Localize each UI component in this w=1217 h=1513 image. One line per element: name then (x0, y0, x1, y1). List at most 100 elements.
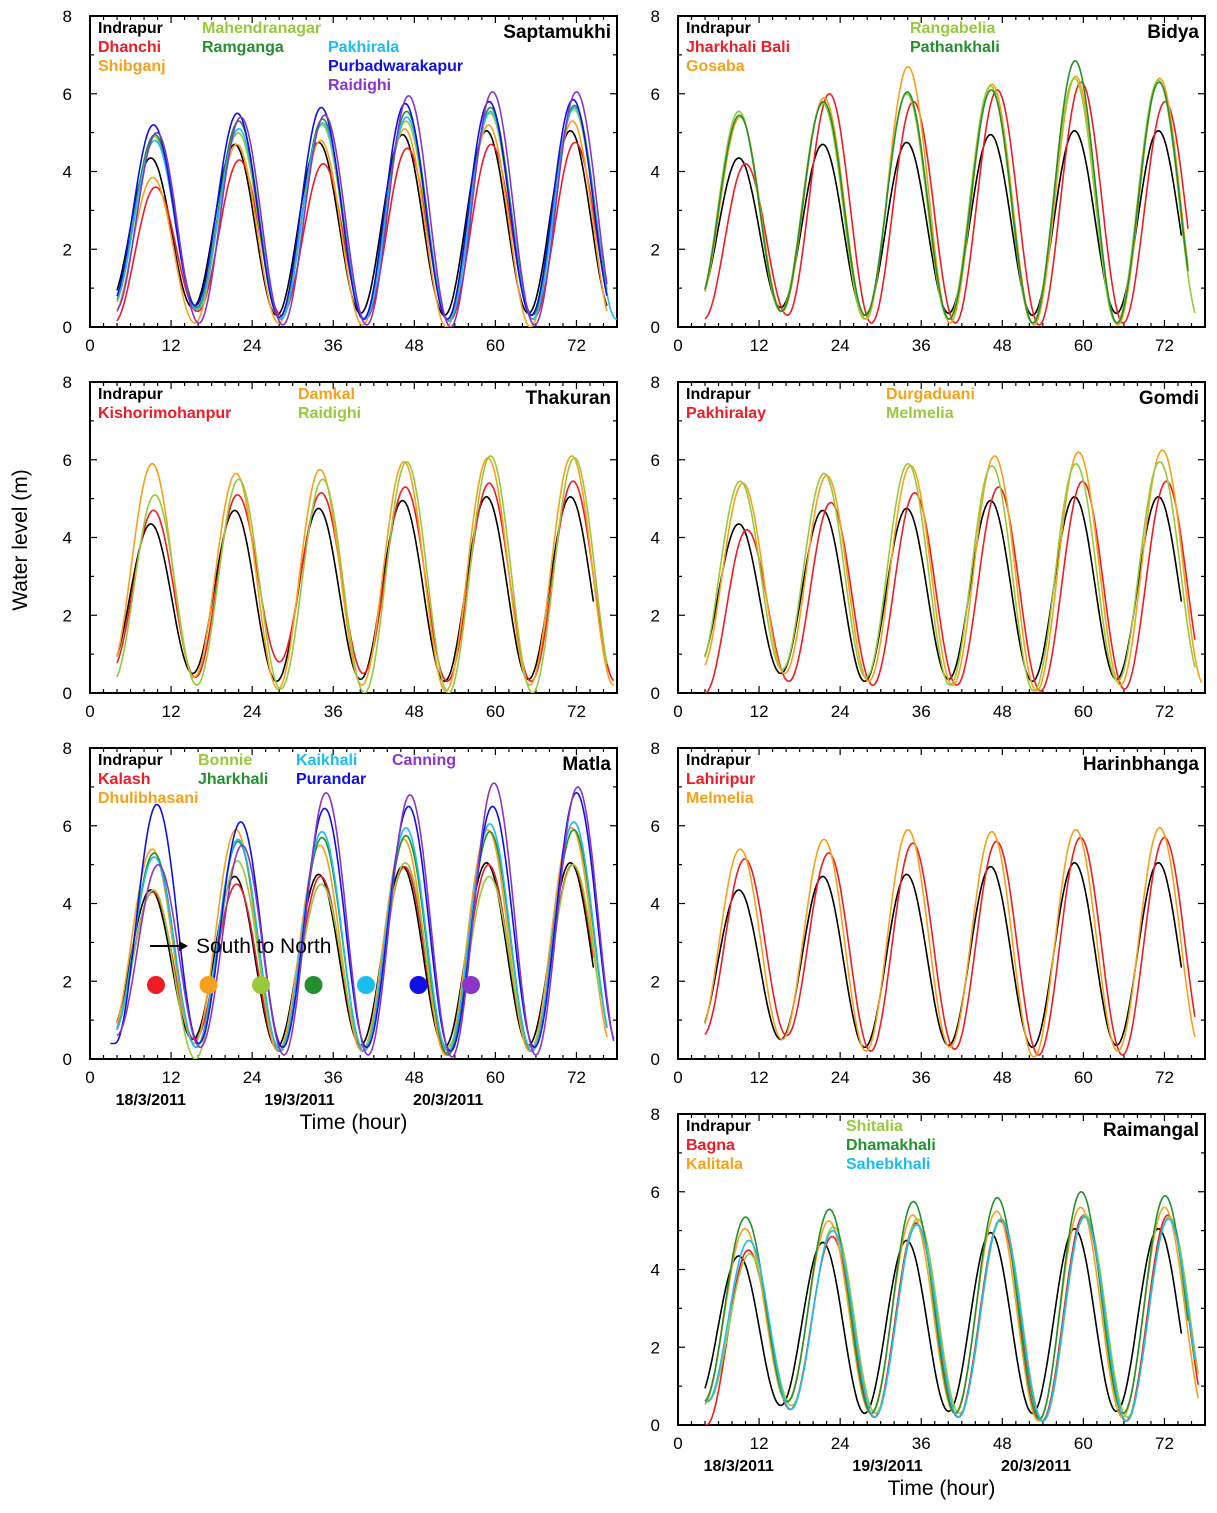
y-tick-label: 2 (651, 606, 660, 625)
y-tick-label: 6 (651, 451, 660, 470)
legend-entry-bagna: Bagna (686, 1137, 735, 1154)
y-tick-label: 2 (63, 972, 72, 991)
x-tick-label: 24 (831, 336, 850, 355)
x-tick-label: 72 (1155, 1434, 1174, 1453)
legend-entry-mahendranagar: Mahendranagar (202, 20, 321, 37)
x-tick-label: 48 (405, 702, 424, 721)
x-tick-label: 12 (750, 702, 769, 721)
x-tick-label: 24 (243, 336, 262, 355)
y-tick-label: 6 (63, 451, 72, 470)
legend-entry-lahiripur: Lahiripur (686, 771, 755, 788)
series-lines (116, 455, 615, 693)
x-tick-label: 12 (750, 1068, 769, 1087)
legend-entry-melmelia: Melmelia (886, 405, 954, 422)
y-tick-label: 4 (651, 529, 660, 548)
x-tick-label: 12 (750, 336, 769, 355)
date-label: 19/3/2011 (852, 1458, 922, 1475)
x-tick-label: 0 (673, 702, 682, 721)
series-line-damkal (116, 455, 615, 692)
date-label: 20/3/2011 (413, 1092, 483, 1109)
series-line-canning (116, 782, 615, 1058)
legend-entry-damkal: Damkal (298, 386, 355, 403)
gradient-dot (462, 976, 480, 994)
x-tick-label: 0 (673, 1068, 682, 1087)
legend-entry-indrapur: Indrapur (98, 386, 163, 403)
series-lines (704, 1191, 1199, 1425)
y-tick-label: 2 (651, 972, 660, 991)
series-line-shitalia (705, 1214, 1199, 1422)
panel-title: Matla (562, 754, 611, 775)
panel-bidya: 0 12 24 36 48 60 7202468BidyaIndrapurJharkhali… (651, 7, 1206, 355)
legend-entry-purbadwarakapur: Purbadwarakapur (328, 58, 463, 75)
y-tick-label: 2 (651, 240, 660, 259)
date-label: 20/3/2011 (1001, 1458, 1071, 1475)
x-tick-label: 24 (243, 702, 262, 721)
y-tick-label: 8 (63, 7, 72, 26)
x-tick-label: 24 (831, 1068, 850, 1087)
y-tick-label: 0 (651, 1416, 660, 1435)
y-tick-label: 4 (63, 163, 72, 182)
x-tick-label: 60 (1074, 336, 1093, 355)
y-tick-label: 4 (651, 163, 660, 182)
plot-frame (677, 747, 1206, 1060)
date-label: 19/3/2011 (264, 1092, 334, 1109)
series-line-pathankhali (704, 59, 1189, 324)
plot-frame (677, 15, 1206, 328)
panel-matla: 0 12 24 36 48 60 7202468MatlaIndrapurKalashDhu… (63, 739, 618, 1134)
gradient-dot (147, 976, 165, 994)
series-line-mahendranagar (116, 108, 608, 321)
x-tick-label: 0 (85, 1068, 94, 1087)
series-lines (116, 91, 617, 327)
x-tick-label: 60 (486, 702, 505, 721)
series-line-shibganj (116, 120, 608, 327)
y-tick-label: 0 (651, 318, 660, 337)
series-line-kishorimohanpur (116, 480, 615, 683)
series-line-indrapur (704, 861, 1183, 1049)
panel-title: Gomdi (1139, 388, 1199, 409)
series-lines (704, 826, 1196, 1058)
legend-entry-shibganj: Shibganj (98, 58, 166, 75)
y-tick-label: 4 (651, 895, 660, 914)
x-tick-label: 48 (405, 1068, 424, 1087)
panel-title: Saptamukhi (503, 22, 611, 43)
y-tick-label: 0 (63, 318, 72, 337)
x-tick-label: 24 (243, 1068, 262, 1087)
y-tick-label: 8 (651, 1105, 660, 1124)
series-line-durgaduani (704, 449, 1203, 692)
panel-title: Raimangal (1103, 1120, 1199, 1141)
legend-entry-purandar: Purandar (296, 771, 366, 788)
x-tick-label: 0 (85, 702, 94, 721)
x-tick-label: 36 (324, 702, 343, 721)
x-tick-label: 72 (1155, 336, 1174, 355)
y-tick-label: 8 (63, 373, 72, 392)
legend-entry-shitalia: Shitalia (846, 1118, 903, 1135)
panel-title: Bidya (1147, 22, 1199, 43)
gradient-dot (409, 976, 428, 994)
legend-entry-dhanchi: Dhanchi (98, 39, 161, 56)
direction-note: South to North (196, 935, 331, 958)
x-tick-label: 0 (85, 336, 94, 355)
legend-entry-dhamakhali: Dhamakhali (846, 1137, 936, 1154)
south-north-key: South to North (147, 935, 480, 994)
legend-entry-pakhirala: Pakhirala (328, 39, 399, 56)
panel-title: Thakuran (525, 388, 611, 409)
series-line-gosaba (704, 65, 1189, 326)
series-line-sahebkhali (705, 1216, 1196, 1422)
y-tick-label: 4 (63, 529, 72, 548)
x-axis-title: Time (hour) (300, 1111, 408, 1134)
x-tick-label: 60 (1074, 1434, 1093, 1453)
y-tick-label: 6 (651, 1183, 660, 1202)
series-line-lahiripur (704, 836, 1196, 1056)
y-tick-label: 4 (651, 1261, 660, 1280)
y-tick-label: 8 (63, 739, 72, 758)
legend-entry-indrapur: Indrapur (686, 752, 751, 769)
x-tick-label: 24 (831, 702, 850, 721)
series-lines (704, 59, 1196, 326)
x-tick-label: 0 (673, 336, 682, 355)
x-tick-label: 72 (1155, 702, 1174, 721)
x-tick-label: 60 (486, 1068, 505, 1087)
series-line-melmelia (704, 460, 1196, 692)
x-tick-label: 36 (912, 336, 931, 355)
x-tick-label: 12 (750, 1434, 769, 1453)
